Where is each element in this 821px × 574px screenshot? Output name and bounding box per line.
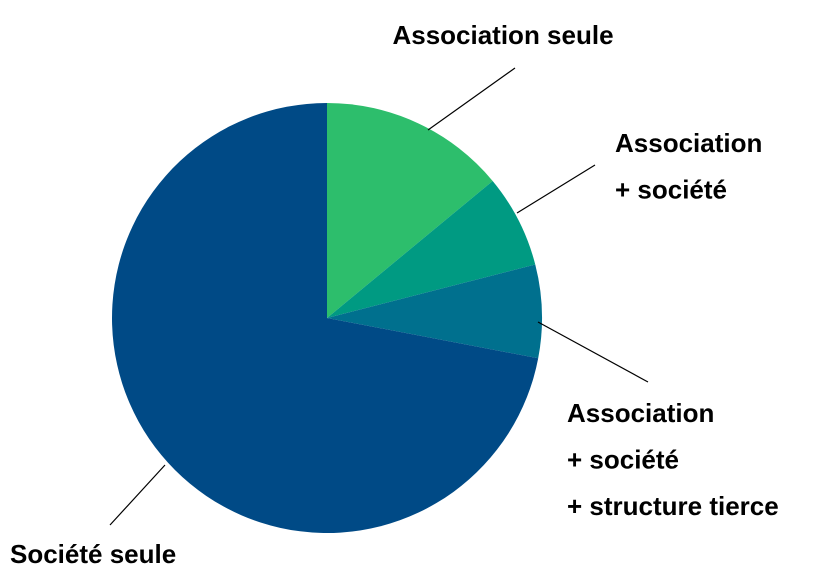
- slice-label: + société: [567, 444, 679, 474]
- leader-line: [427, 67, 516, 131]
- slice-label: Association: [615, 128, 762, 158]
- leader-line: [537, 321, 649, 383]
- slice-label: Société seule: [10, 539, 176, 569]
- slice-label: + structure tierce: [567, 491, 779, 521]
- pie-slice: [327, 180, 536, 318]
- pie-slice: [327, 264, 542, 359]
- leader-line: [109, 464, 166, 526]
- pie-slice: [111, 103, 539, 533]
- pie-slice: [327, 103, 493, 318]
- slice-label: Association seule: [392, 20, 613, 50]
- slice-label: + société: [615, 174, 727, 204]
- slice-label: Association: [567, 398, 714, 428]
- leader-line: [516, 164, 596, 214]
